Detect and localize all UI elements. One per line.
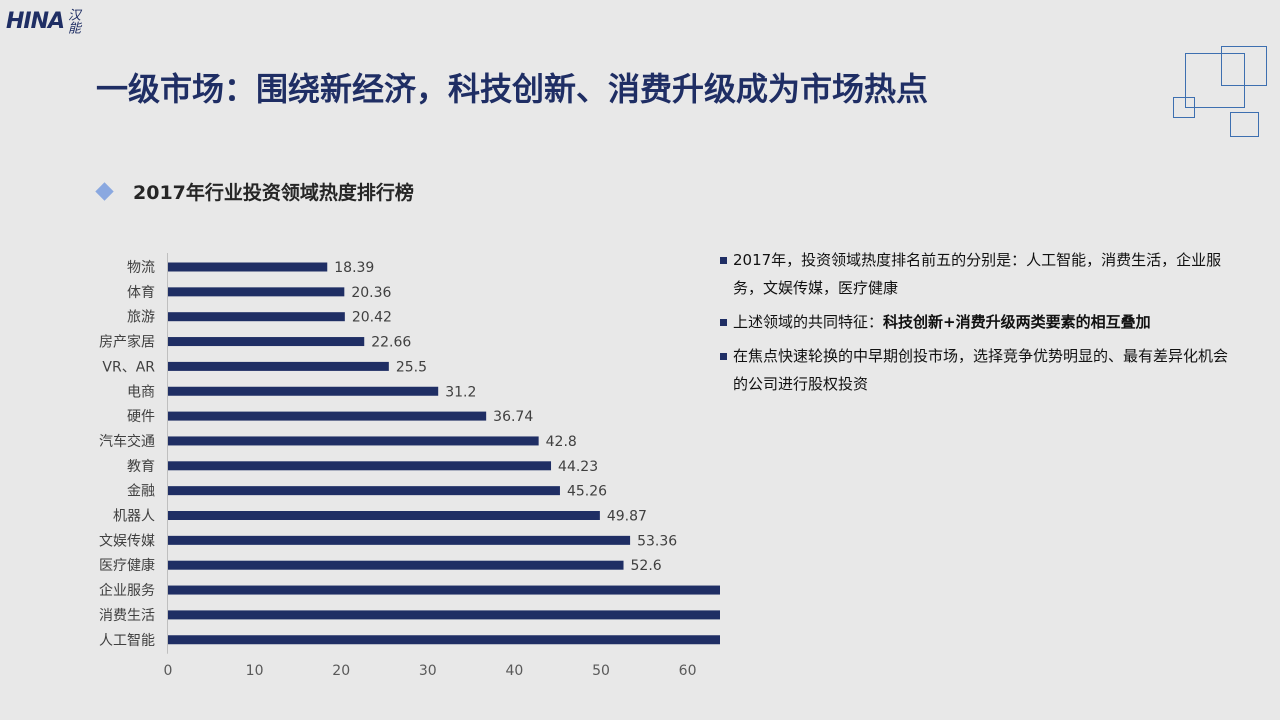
diamond-icon bbox=[95, 182, 114, 201]
category-label: 文娱传媒 bbox=[99, 533, 155, 549]
data-label: 31.2 bbox=[445, 384, 476, 400]
category-label: 企业服务 bbox=[99, 582, 155, 599]
category-label: 医疗健康 bbox=[99, 557, 155, 574]
note-item: 上述领域的共同特征：科技创新+消费升级两类要素的相互叠加 bbox=[718, 308, 1238, 336]
x-tick-label: 60 bbox=[679, 663, 697, 679]
bar bbox=[168, 486, 560, 496]
note-text: 在焦点快速轮换的中早期创投市场，选择竞争优势明显的、最有差异化机会的公司进行股权… bbox=[733, 347, 1229, 393]
data-label: 20.42 bbox=[352, 310, 392, 326]
x-tick-label: 50 bbox=[592, 663, 610, 679]
bar bbox=[168, 386, 439, 396]
section-header: 2017年行业投资领域热度排行榜 bbox=[95, 178, 414, 205]
bar-chart: 物流 18.39 体育 20.36 旅游 20.42 房产家居 22.66 VR、AR 25.5 电… bbox=[99, 253, 720, 679]
bar bbox=[168, 511, 600, 520]
data-label: 52.6 bbox=[631, 558, 662, 574]
x-tick-label: 0 bbox=[164, 663, 173, 679]
category-label: 硬件 bbox=[127, 409, 155, 425]
bar bbox=[168, 461, 552, 471]
bar bbox=[168, 585, 720, 595]
category-label: 人工智能 bbox=[99, 633, 155, 649]
data-label: 36.74 bbox=[493, 409, 533, 425]
decor-square-1 bbox=[1185, 53, 1245, 108]
category-label: 教育 bbox=[127, 459, 155, 475]
data-label: 44.23 bbox=[558, 459, 598, 475]
page-title: 一级市场：围绕新经济，科技创新、消费升级成为市场热点 bbox=[96, 70, 929, 108]
logo-mark: 汉能 bbox=[65, 8, 81, 34]
note-highlight: 科技创新+消费升级两类要素的相互叠加 bbox=[883, 313, 1151, 331]
bar bbox=[168, 560, 624, 570]
data-label: 42.8 bbox=[546, 434, 577, 450]
category-label: 体育 bbox=[127, 285, 155, 301]
data-label: 25.5 bbox=[396, 359, 427, 375]
bar bbox=[168, 361, 389, 371]
category-label: 旅游 bbox=[127, 310, 155, 326]
bar bbox=[168, 411, 487, 421]
notes-list: 2017年，投资领域热度排名前五的分别是：人工智能，消费生活，企业服务，文娱传媒… bbox=[718, 246, 1238, 404]
decor-square-3 bbox=[1173, 97, 1195, 118]
category-label: 金融 bbox=[127, 484, 155, 500]
data-label: 22.66 bbox=[371, 335, 411, 351]
bar bbox=[168, 262, 328, 272]
x-tick-label: 30 bbox=[419, 663, 437, 679]
logo: HINA 汉能 bbox=[6, 8, 81, 34]
note-prefix: 上述领域的共同特征： bbox=[733, 313, 884, 331]
bar bbox=[168, 287, 345, 297]
bar bbox=[168, 436, 539, 446]
decor-square-4 bbox=[1230, 112, 1259, 137]
x-tick-label: 10 bbox=[246, 663, 264, 679]
bar bbox=[168, 312, 345, 322]
category-label: 电商 bbox=[127, 384, 155, 400]
data-label: 18.39 bbox=[334, 260, 374, 276]
section-subtitle: 2017年行业投资领域热度排行榜 bbox=[133, 182, 414, 204]
data-label: 45.26 bbox=[567, 484, 607, 500]
bar bbox=[168, 635, 720, 645]
decor-square-2 bbox=[1221, 46, 1267, 86]
category-label: VR、AR bbox=[102, 359, 155, 375]
data-label: 49.87 bbox=[607, 509, 647, 525]
category-label: 汽车交通 bbox=[99, 433, 155, 450]
x-tick-label: 20 bbox=[332, 663, 350, 679]
bar bbox=[168, 535, 631, 545]
bar bbox=[168, 337, 365, 347]
category-label: 机器人 bbox=[113, 509, 155, 525]
category-label: 物流 bbox=[127, 260, 155, 276]
note-item: 2017年，投资领域热度排名前五的分别是：人工智能，消费生活，企业服务，文娱传媒… bbox=[718, 246, 1238, 302]
bar bbox=[168, 610, 720, 620]
category-label: 房产家居 bbox=[99, 334, 155, 351]
x-tick-label: 40 bbox=[505, 663, 523, 679]
note-item: 在焦点快速轮换的中早期创投市场，选择竞争优势明显的、最有差异化机会的公司进行股权… bbox=[718, 342, 1238, 398]
data-label: 53.36 bbox=[637, 533, 677, 549]
note-text: 2017年，投资领域热度排名前五的分别是：人工智能，消费生活，企业服务，文娱传媒… bbox=[733, 251, 1222, 297]
logo-text: HINA bbox=[6, 9, 65, 34]
data-label: 20.36 bbox=[351, 285, 391, 301]
category-label: 消费生活 bbox=[99, 608, 155, 624]
